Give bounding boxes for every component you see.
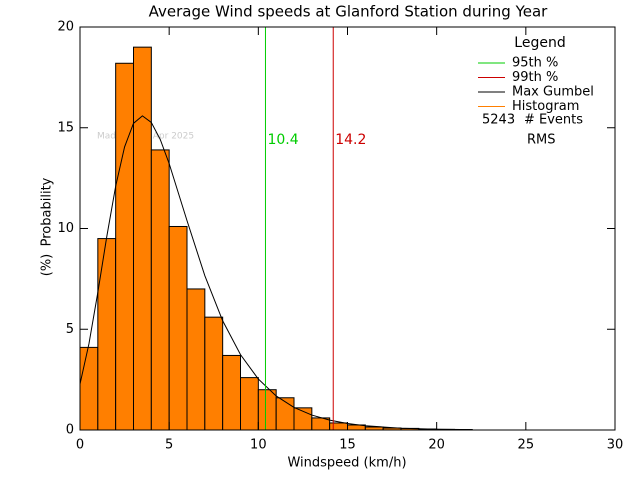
histogram-bar — [240, 377, 259, 431]
legend-label: Histogram — [512, 99, 579, 114]
histogram-bar — [115, 62, 134, 431]
histogram-bar — [222, 354, 242, 431]
histogram-bar — [329, 422, 348, 431]
x-tick-label: 25 — [518, 438, 535, 453]
y-tick-label: 10 — [57, 221, 74, 236]
y-tick-label: 0 — [66, 423, 74, 438]
x-axis-label: Windspeed (km/h) — [287, 456, 406, 471]
y-axis-label: Probability — [40, 177, 55, 246]
event-label: # Events — [524, 113, 583, 128]
rms-label: RMS — [527, 133, 556, 148]
histogram-bar — [275, 397, 295, 431]
x-tick-label: 10 — [250, 438, 267, 453]
histogram-bar — [204, 316, 224, 431]
y-tick-label: 15 — [57, 120, 74, 135]
x-tick-label: 15 — [339, 438, 356, 453]
legend-label: Max Gumbel — [512, 85, 594, 100]
histogram-bar — [150, 149, 170, 431]
y-tick-label: 20 — [57, 20, 74, 35]
event-count: 5243 — [482, 113, 515, 128]
histogram-bar — [186, 288, 206, 431]
legend-label: 99th % — [512, 70, 558, 85]
histogram-bar — [79, 346, 99, 431]
percentile-label: 14.2 — [335, 132, 366, 148]
y-axis-unit: (%) — [40, 254, 55, 277]
plot-area — [79, 27, 473, 431]
y-tick-label: 5 — [66, 322, 74, 337]
histogram-bar — [168, 225, 188, 431]
x-tick-label: 0 — [76, 438, 84, 453]
percentile-label: 10.4 — [267, 132, 298, 148]
x-tick-label: 5 — [165, 438, 173, 453]
legend-title: Legend — [514, 35, 565, 51]
histogram-bar — [133, 46, 152, 431]
histogram-bar — [257, 389, 277, 431]
legend-label: 95th % — [512, 56, 558, 71]
x-tick-label: 30 — [607, 438, 624, 453]
histogram-bar — [97, 238, 117, 431]
x-tick-label: 20 — [428, 438, 445, 453]
chart-title: Average Wind speeds at Glanford Station … — [149, 3, 549, 21]
